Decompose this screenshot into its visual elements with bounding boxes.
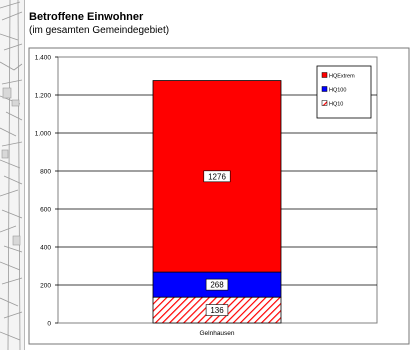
y-tick-label: 0 — [47, 321, 51, 328]
chart-outer-border — [28, 47, 410, 345]
y-tick-label: 200 — [40, 283, 51, 290]
legend-swatch-hq10 — [321, 100, 328, 106]
stacked-bar-chart: 0 200 400 600 800 1.000 1.200 1.400 136 268 1276 Ge… — [28, 47, 410, 345]
data-label: 1276 — [208, 172, 226, 181]
legend-label: HQExtrem — [329, 74, 355, 80]
data-label: 268 — [210, 281, 224, 290]
legend-label: HQ10 — [329, 102, 343, 108]
y-tick-label: 1.400 — [35, 55, 52, 62]
background-map-strip — [0, 0, 24, 350]
chart-subtitle: (im gesamten Gemeindegebiet) — [29, 25, 170, 36]
legend-label: HQ100 — [329, 88, 346, 94]
legend-swatch-hqextrem — [321, 72, 328, 78]
y-tick-label: 600 — [40, 207, 51, 214]
chart-panel: Betroffene Einwohner (im gesamten Gemein… — [24, 0, 413, 350]
chart-title: Betroffene Einwohner — [29, 11, 144, 23]
data-label-box — [205, 304, 229, 316]
x-tick-label: Gelnhausen — [199, 330, 234, 337]
y-tick-label: 1.200 — [35, 93, 52, 100]
legend-swatch-hq100 — [321, 86, 328, 92]
data-label-box — [205, 278, 229, 291]
y-tick-label: 800 — [40, 169, 51, 176]
data-label-box — [203, 170, 231, 183]
data-label: 136 — [210, 306, 224, 315]
y-tick-label: 1.000 — [35, 131, 52, 138]
y-tick-label: 400 — [40, 245, 51, 252]
